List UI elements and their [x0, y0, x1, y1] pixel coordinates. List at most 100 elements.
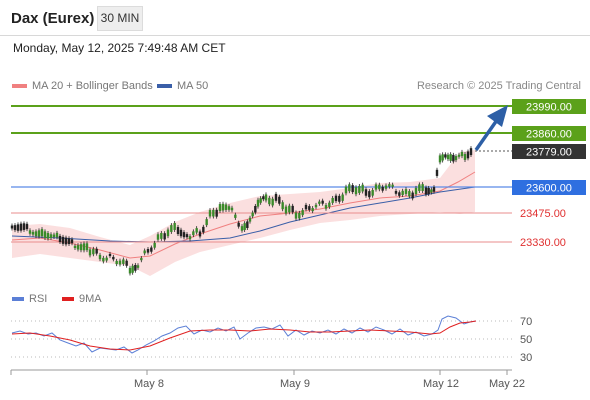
candle-body — [281, 202, 284, 210]
candle-body — [136, 265, 140, 268]
candle-body — [469, 148, 473, 156]
ma9-swatch-icon — [62, 297, 74, 302]
candle-body — [344, 186, 348, 194]
candle-body — [449, 154, 452, 161]
candle-body — [25, 223, 29, 230]
legend-ma9: 9MA — [62, 293, 102, 305]
candle-body — [10, 225, 14, 229]
candle-body — [92, 248, 95, 255]
candle-body — [153, 242, 156, 248]
candle-body — [237, 222, 240, 227]
ma50-line — [11, 186, 476, 243]
candle-body — [298, 212, 301, 219]
candle-body — [308, 206, 311, 210]
candle-body — [371, 190, 374, 196]
candle-body — [125, 260, 128, 266]
candle-body — [294, 212, 298, 219]
candle-body — [13, 225, 17, 231]
candle-body — [278, 196, 281, 204]
candle-body — [16, 224, 20, 231]
candle-body — [224, 204, 228, 210]
candle-body — [102, 257, 105, 262]
candle-body — [49, 234, 53, 238]
candle-body — [64, 237, 68, 245]
candle-body — [61, 236, 65, 244]
candle-body — [221, 203, 225, 211]
candle-body — [46, 233, 50, 239]
candle-body — [394, 190, 398, 194]
candle-body — [143, 250, 146, 254]
interval-badge[interactable]: 30 MIN — [97, 6, 143, 31]
candle-body — [259, 198, 262, 203]
candle-body — [432, 187, 436, 192]
candle-body — [205, 219, 208, 226]
candle-body — [52, 234, 56, 238]
candle-body — [457, 154, 461, 157]
candle-body — [43, 231, 47, 239]
candle-body — [460, 151, 464, 157]
candle-body — [40, 229, 44, 237]
candle-body — [195, 228, 198, 233]
candle-body — [173, 222, 176, 230]
candle-body — [122, 259, 125, 264]
candle-body — [421, 184, 424, 191]
legend-rsi-label: RSI — [29, 293, 48, 306]
candle-body — [274, 193, 278, 201]
candle-body — [427, 187, 430, 195]
candle-body — [76, 245, 80, 250]
legend-ma50-label: MA 50 — [177, 80, 209, 93]
candle-body — [230, 207, 234, 211]
candle-body — [108, 253, 112, 257]
candle-body — [156, 234, 160, 240]
candle-body — [435, 169, 439, 176]
ma20-line — [11, 171, 476, 259]
x-label-may22: May 22 — [489, 378, 525, 390]
candle-body — [160, 232, 163, 239]
candle-body — [55, 232, 59, 238]
candle-body — [95, 248, 98, 254]
rsi-scale-30: 30 — [520, 352, 532, 364]
rsi-scale-50: 50 — [520, 334, 532, 346]
candle-body — [341, 194, 344, 201]
candle-body — [374, 184, 378, 190]
projection-arrow-icon — [474, 105, 508, 152]
candle-body — [134, 264, 137, 271]
candle-body — [22, 223, 26, 230]
candle-body — [79, 244, 83, 251]
legend-ma20-label: MA 20 + Bollinger Bands — [32, 80, 153, 93]
candle-body — [391, 184, 394, 187]
candle-body — [251, 212, 254, 217]
candle-body — [82, 243, 86, 251]
candle-body — [131, 265, 134, 273]
legend-ma9-label: 9MA — [79, 293, 102, 306]
candle-body — [248, 217, 252, 222]
candle-body — [182, 232, 186, 238]
legend-ma20: MA 20 + Bollinger Bands — [12, 80, 153, 92]
candle-body — [98, 254, 102, 260]
candle-body — [73, 245, 77, 249]
candle-body — [358, 186, 361, 193]
candle-body — [256, 199, 260, 207]
candle-body — [430, 189, 433, 193]
candle-body — [304, 204, 308, 210]
candle-body — [328, 202, 331, 207]
candle-body — [348, 184, 351, 192]
ma20-swatch-icon — [12, 84, 27, 89]
candle-body — [301, 210, 304, 216]
candle-body — [463, 154, 467, 160]
candle-body — [268, 197, 271, 205]
candle-body — [202, 226, 205, 233]
candle-body — [331, 197, 334, 203]
copyright-notice: Research © 2025 Trading Central — [416, 80, 581, 92]
candle-body — [58, 235, 62, 243]
candle-body — [19, 223, 23, 231]
candle-body — [212, 209, 215, 217]
candle-body — [246, 221, 249, 228]
candle-body — [338, 195, 341, 202]
candle-body — [170, 225, 173, 232]
candle-body — [441, 154, 444, 161]
candle-body — [381, 186, 384, 191]
candle-body — [254, 205, 257, 213]
candle-body — [446, 154, 450, 160]
